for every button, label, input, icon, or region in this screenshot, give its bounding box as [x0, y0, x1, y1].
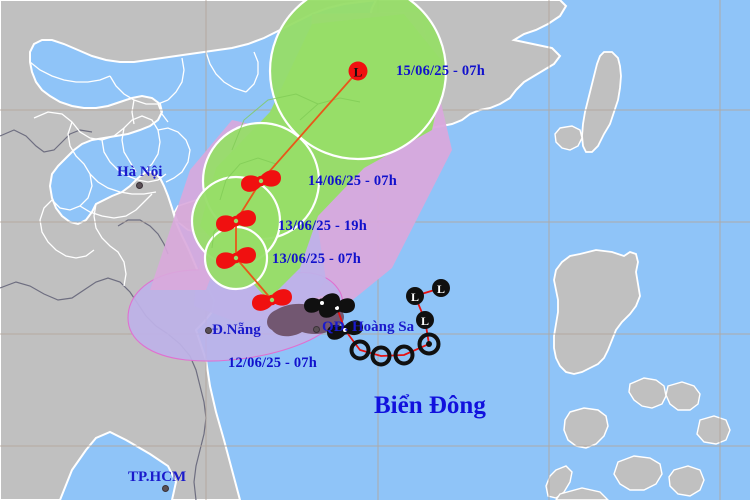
- history-track-line: [321, 287, 442, 357]
- land-mindoro: [563, 407, 609, 449]
- svg-text:L: L: [411, 290, 419, 304]
- svg-text:L: L: [421, 314, 429, 328]
- city-label-hanoi: Hà Nội: [117, 164, 163, 180]
- province-borders: [29, 51, 259, 287]
- history-marker-1: L: [432, 279, 450, 297]
- land-visayas-3: [696, 415, 731, 445]
- storm-symbol-14jun: [241, 170, 281, 192]
- sea-label-bien-dong: Biển Đông: [374, 392, 486, 419]
- storm-symbol-12jun: [252, 289, 292, 311]
- land-taiwan: [581, 51, 622, 153]
- city-label-danang: Đ.Nẵng: [212, 322, 261, 338]
- history-marker-3: L: [416, 311, 434, 329]
- land-visayas-2: [665, 381, 701, 411]
- history-marker-4: [417, 332, 441, 356]
- history-marker-ring-2: [370, 345, 392, 367]
- city-dot-hoangsa: [313, 326, 320, 333]
- city-dot-tphcm: [162, 485, 169, 492]
- land-visayas-4: [613, 455, 663, 491]
- land-borneo-tip: [555, 487, 609, 500]
- city-label-hoangsa: QĐ. Hoàng Sa: [322, 319, 415, 335]
- low-marker-15jun: L: [348, 61, 368, 81]
- storm-symbol-13jun-07h: [216, 247, 256, 269]
- svg-text:L: L: [437, 282, 445, 296]
- svg-text:L: L: [354, 65, 363, 80]
- forecast-label-15jun: 15/06/25 - 07h: [396, 63, 485, 79]
- forecast-label-13jun-19h: 13/06/25 - 19h: [278, 218, 367, 234]
- history-marker-ring-1: [393, 344, 415, 366]
- land-visayas-1: [628, 377, 667, 409]
- forecast-label-13jun-07h: 13/06/25 - 07h: [272, 251, 361, 267]
- history-marker-ring-3: [349, 339, 371, 361]
- land-visayas-5: [668, 465, 705, 497]
- forecast-label-12jun: 12/06/25 - 07h: [228, 355, 317, 371]
- city-dot-hanoi: [136, 182, 143, 189]
- storm-symbol-13jun-19h: [216, 210, 256, 232]
- city-label-tphcm: TP.HCM: [128, 469, 187, 485]
- land-luzon: [553, 249, 641, 375]
- forecast-label-14jun: 14/06/25 - 07h: [308, 173, 397, 189]
- history-marker-2: L: [406, 287, 424, 305]
- land-island-ne: [554, 125, 583, 151]
- city-dot-danang: [205, 327, 212, 334]
